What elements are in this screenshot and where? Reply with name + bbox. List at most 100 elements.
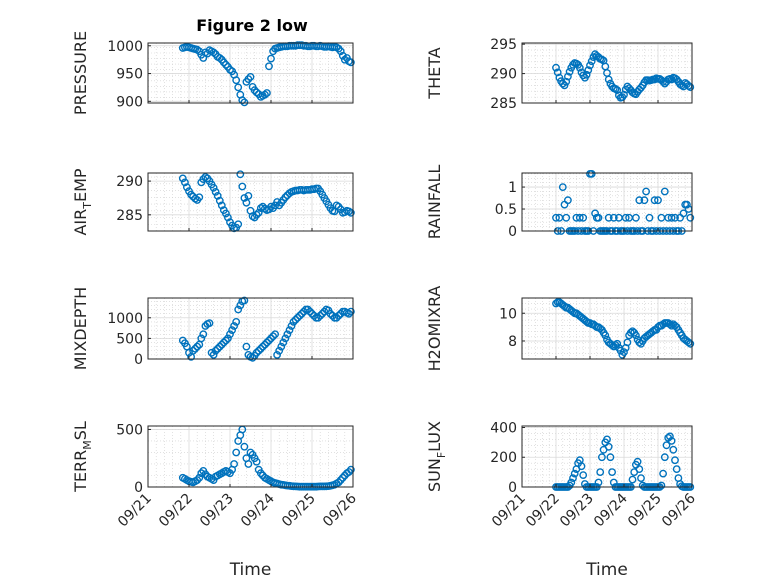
data-point bbox=[606, 453, 615, 462]
axes-box bbox=[147, 297, 354, 360]
data-point bbox=[604, 75, 613, 84]
plot-area-theta bbox=[521, 42, 693, 104]
data-point bbox=[552, 213, 560, 222]
data-point bbox=[621, 213, 630, 222]
data-point bbox=[209, 183, 218, 192]
data-point bbox=[334, 311, 343, 320]
ytick-label: 1000 bbox=[107, 39, 143, 55]
data-point bbox=[244, 460, 253, 468]
ytick-label: 1 bbox=[508, 180, 517, 196]
data-point bbox=[223, 213, 232, 222]
data-point bbox=[223, 334, 232, 343]
data-point bbox=[632, 331, 640, 340]
data-point bbox=[579, 471, 588, 479]
data-point bbox=[215, 54, 224, 62]
data-point bbox=[189, 346, 198, 355]
data-point bbox=[240, 98, 249, 107]
data-point bbox=[565, 67, 574, 76]
data-point bbox=[232, 76, 241, 85]
data-point bbox=[230, 460, 239, 468]
figure-title: Figure 2 low bbox=[196, 16, 308, 35]
data-point bbox=[346, 58, 355, 67]
data-point bbox=[271, 330, 279, 339]
data-point bbox=[660, 453, 669, 462]
ytick-label: 950 bbox=[116, 67, 143, 83]
data-point bbox=[667, 321, 676, 330]
data-point bbox=[197, 334, 206, 343]
data-point bbox=[209, 48, 218, 57]
data-point bbox=[219, 338, 228, 347]
data-point bbox=[185, 348, 193, 357]
data-point bbox=[308, 309, 316, 318]
data-point bbox=[632, 213, 640, 222]
data-point bbox=[246, 448, 255, 457]
data-point bbox=[667, 213, 676, 222]
data-point bbox=[293, 313, 302, 322]
data-point bbox=[332, 313, 341, 322]
data-point bbox=[240, 296, 249, 305]
data-point bbox=[209, 350, 218, 359]
data-point bbox=[604, 213, 613, 222]
ylabel-rainfall: RAINFALL bbox=[425, 165, 444, 240]
data-point bbox=[569, 474, 577, 482]
xtick-label: 09/26 bbox=[659, 490, 699, 530]
ytick-label: 900 bbox=[116, 94, 143, 110]
data-point bbox=[601, 331, 610, 340]
xtick-label: 09/22 bbox=[523, 491, 563, 531]
data-point bbox=[256, 469, 265, 478]
ylabel-theta: THETA bbox=[425, 47, 444, 99]
data-point bbox=[178, 174, 187, 183]
xlabel: Time bbox=[229, 560, 272, 580]
panel-mixdepth: 0 500 1000 MIXDEPTH bbox=[71, 287, 355, 370]
data-point bbox=[577, 462, 586, 471]
axes-box bbox=[147, 172, 354, 232]
data-point bbox=[633, 457, 642, 466]
data-point bbox=[666, 432, 674, 441]
data-point bbox=[252, 457, 261, 466]
data-point bbox=[659, 469, 667, 478]
data-point bbox=[217, 201, 226, 210]
data-point bbox=[336, 476, 345, 484]
data-point bbox=[340, 55, 349, 64]
data-point bbox=[575, 213, 584, 222]
panel-rainfall: 0 0.5 1 RAINFALL bbox=[425, 165, 695, 240]
data-point bbox=[297, 309, 306, 318]
data-point bbox=[635, 465, 644, 473]
data-point bbox=[686, 339, 695, 348]
data-point bbox=[193, 342, 202, 351]
data-point bbox=[191, 344, 200, 353]
data-point bbox=[248, 353, 257, 362]
data-point bbox=[213, 344, 222, 353]
xlabel: Time bbox=[585, 560, 628, 580]
data-point bbox=[260, 340, 269, 349]
data-point bbox=[346, 465, 355, 474]
ytick-label: 0 bbox=[508, 480, 517, 496]
data-point bbox=[254, 346, 263, 355]
plot-area-h2omixra bbox=[521, 297, 693, 360]
data-point bbox=[246, 73, 255, 81]
axes-box bbox=[521, 297, 693, 360]
data-point bbox=[552, 63, 560, 72]
plot-area-pressure bbox=[147, 42, 354, 104]
data-point bbox=[338, 473, 347, 482]
data-point bbox=[273, 350, 281, 359]
data-point bbox=[265, 336, 273, 345]
ytick-label: 500 bbox=[116, 331, 143, 347]
data-point bbox=[232, 317, 241, 326]
data-point bbox=[187, 190, 196, 199]
data-point bbox=[199, 330, 208, 339]
data-point bbox=[221, 209, 230, 218]
data-point bbox=[211, 346, 220, 355]
data-point bbox=[240, 194, 249, 202]
data-point bbox=[262, 89, 271, 97]
data-point bbox=[221, 336, 230, 345]
data-point bbox=[303, 305, 312, 314]
data-point bbox=[250, 86, 259, 95]
data-point bbox=[285, 326, 294, 334]
data-point bbox=[260, 90, 269, 99]
data-point bbox=[215, 196, 224, 205]
ylabel-airtemp: AIRTEMP bbox=[71, 168, 94, 235]
ylabel-sunflux: SUNFLUX bbox=[425, 421, 448, 492]
data-point bbox=[326, 309, 335, 318]
data-point bbox=[244, 75, 253, 84]
